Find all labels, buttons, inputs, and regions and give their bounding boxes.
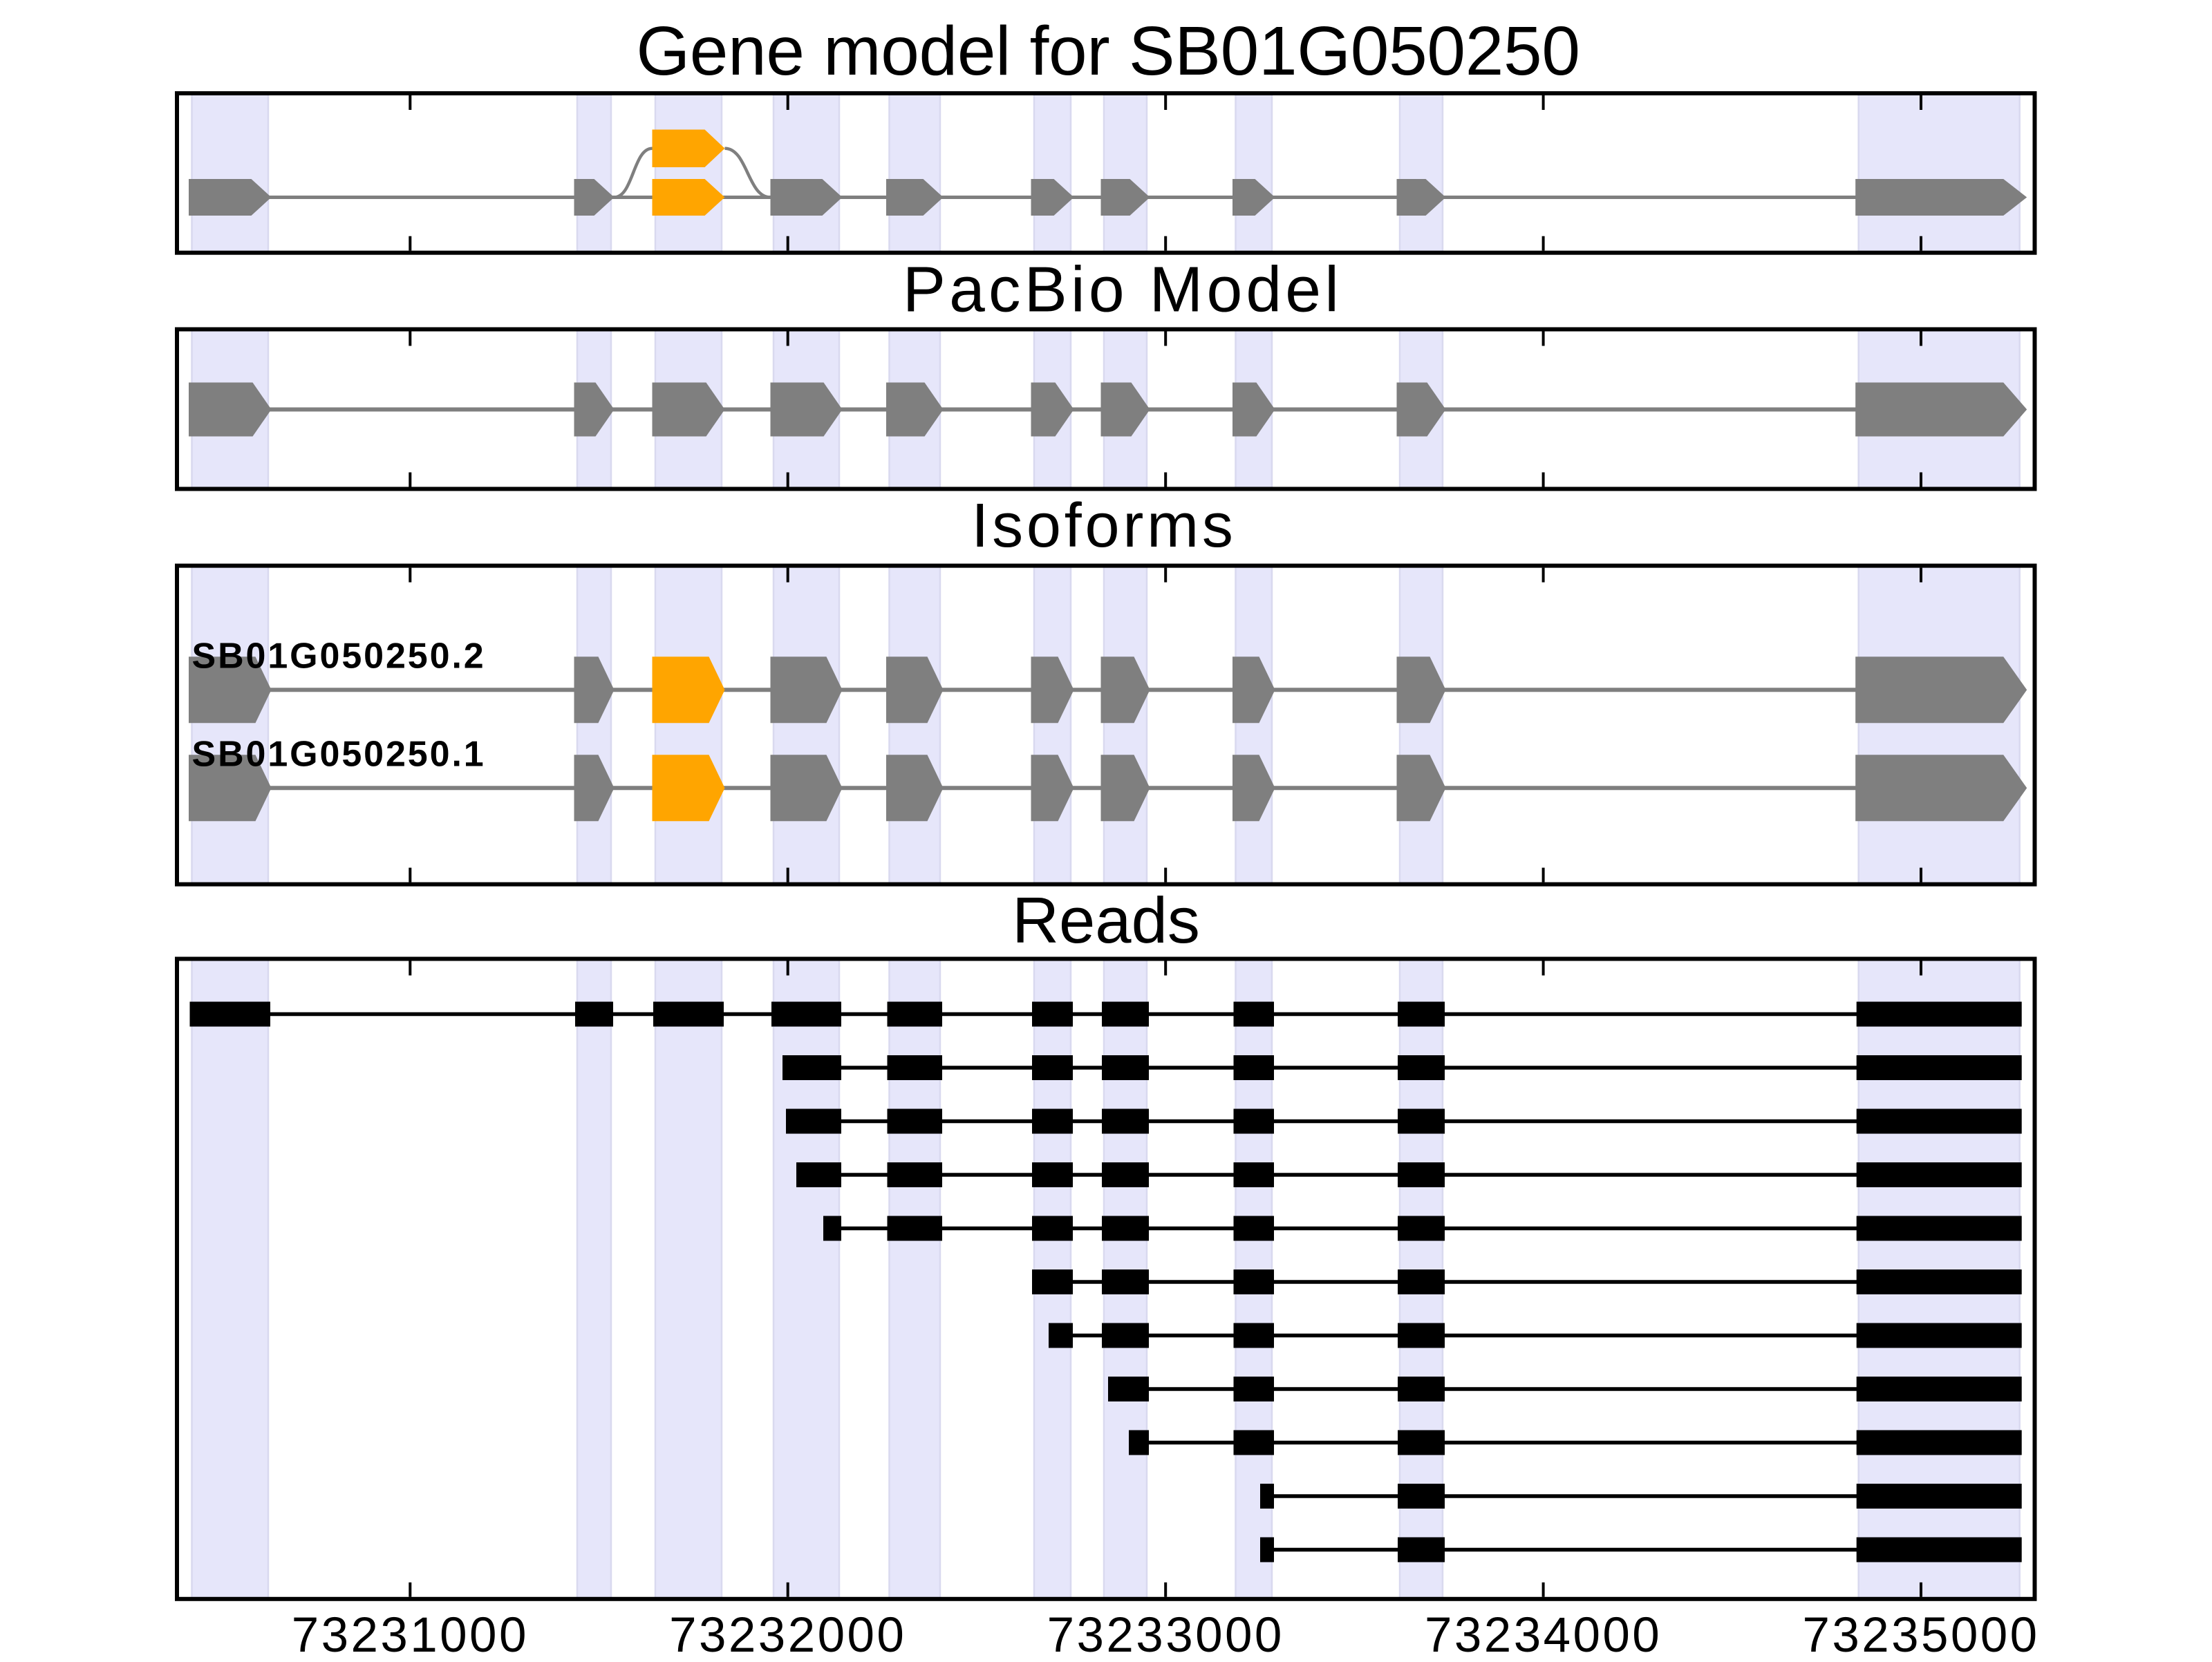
svg-text:73234000: 73234000	[1425, 1608, 1662, 1659]
svg-text:73235000: 73235000	[1802, 1608, 2039, 1659]
svg-text:PacBio Model: PacBio Model	[903, 254, 1342, 325]
svg-text:73231000: 73231000	[292, 1608, 529, 1659]
svg-text:73232000: 73232000	[669, 1608, 906, 1659]
svg-text:Gene model for SB01G050250: Gene model for SB01G050250	[636, 12, 1580, 90]
svg-text:SB01G050250.2: SB01G050250.2	[192, 636, 486, 677]
svg-text:SB01G050250.1: SB01G050250.1	[192, 735, 486, 775]
svg-text:Isoforms: Isoforms	[971, 491, 1236, 560]
svg-text:73233000: 73233000	[1047, 1608, 1284, 1659]
svg-text:Reads: Reads	[1012, 884, 1200, 956]
